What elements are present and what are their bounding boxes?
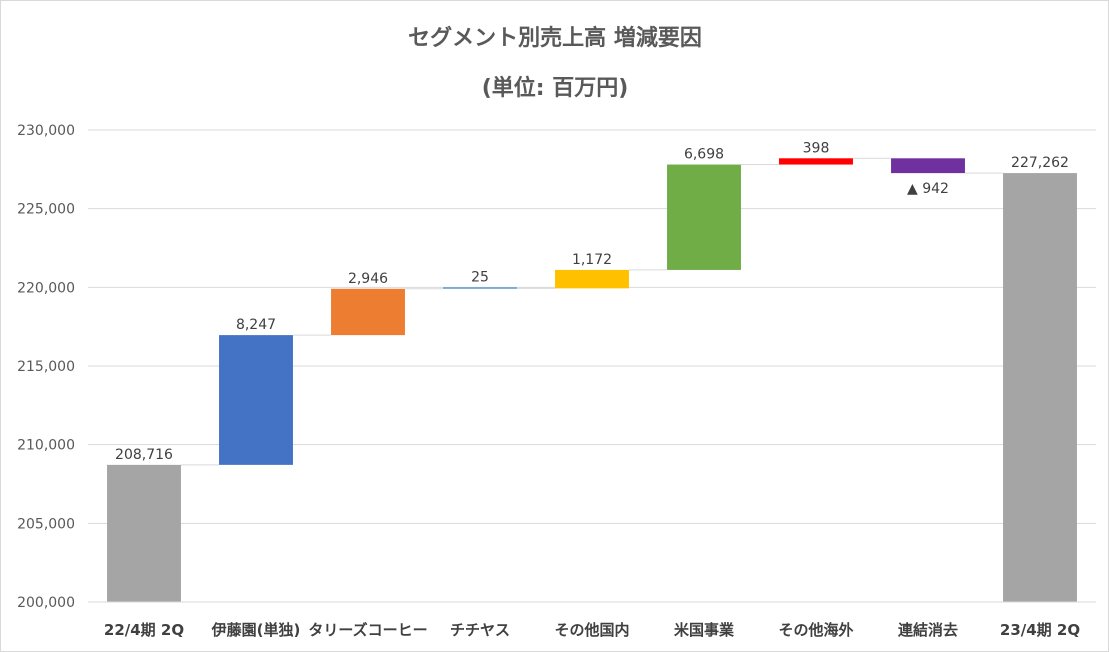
data-label: 2,946 bbox=[348, 271, 388, 287]
data-label: 208,716 bbox=[115, 447, 173, 463]
y-tick-label: 205,000 bbox=[17, 516, 75, 532]
bar bbox=[107, 464, 181, 602]
data-label: 398 bbox=[803, 140, 830, 156]
x-tick-label: 米国事業 bbox=[674, 621, 735, 639]
connector-lines bbox=[180, 157, 1004, 466]
bar bbox=[891, 158, 965, 174]
x-tick-label: チチヤス bbox=[450, 621, 510, 639]
x-tick-label: タリーズコーヒー bbox=[308, 621, 427, 639]
data-label: 227,262 bbox=[1011, 155, 1069, 171]
bars bbox=[107, 158, 1077, 602]
x-tick-label: その他国内 bbox=[554, 621, 629, 639]
x-tick-label: 23/4期 2Q bbox=[1000, 621, 1080, 639]
data-labels: 208,716 8,247 2,946 25 1,172 6,698 398 ▲ 942 227… bbox=[115, 140, 1069, 463]
y-tick-label: 215,000 bbox=[17, 359, 75, 375]
x-tick-label: 22/4期 2Q bbox=[104, 621, 184, 639]
x-tick-label: その他海外 bbox=[778, 621, 853, 639]
bar bbox=[331, 288, 405, 336]
x-tick-label: 連結消去 bbox=[898, 621, 958, 639]
y-tick-label: 210,000 bbox=[17, 438, 75, 454]
data-label: 6,698 bbox=[684, 147, 724, 163]
chart-subtitle: (単位: 百万円) bbox=[482, 75, 629, 101]
y-tick-label: 225,000 bbox=[17, 202, 75, 218]
bar bbox=[1003, 173, 1077, 602]
bar bbox=[555, 269, 629, 289]
bar bbox=[779, 158, 853, 165]
data-label: ▲ 942 bbox=[907, 181, 949, 197]
data-label: 25 bbox=[471, 269, 489, 285]
bar bbox=[443, 287, 517, 289]
y-axis: 200,000 205,000 210,000 215,000 220,000 225,0… bbox=[17, 123, 75, 611]
x-tick-label: 伊藤園(単独) bbox=[211, 621, 301, 639]
bar bbox=[667, 164, 741, 270]
y-tick-label: 230,000 bbox=[17, 123, 75, 139]
y-tick-label: 220,000 bbox=[17, 280, 75, 296]
data-label: 1,172 bbox=[572, 252, 612, 268]
x-axis: 22/4期 2Q 伊藤園(単独) タリーズコーヒー チチヤス その他国内 米国事業 その他海… bbox=[88, 601, 1096, 639]
bar bbox=[219, 335, 293, 465]
chart-title: セグメント別売上高 増減要因 bbox=[408, 25, 702, 51]
data-label: 8,247 bbox=[236, 317, 276, 333]
y-tick-label: 200,000 bbox=[17, 595, 75, 611]
